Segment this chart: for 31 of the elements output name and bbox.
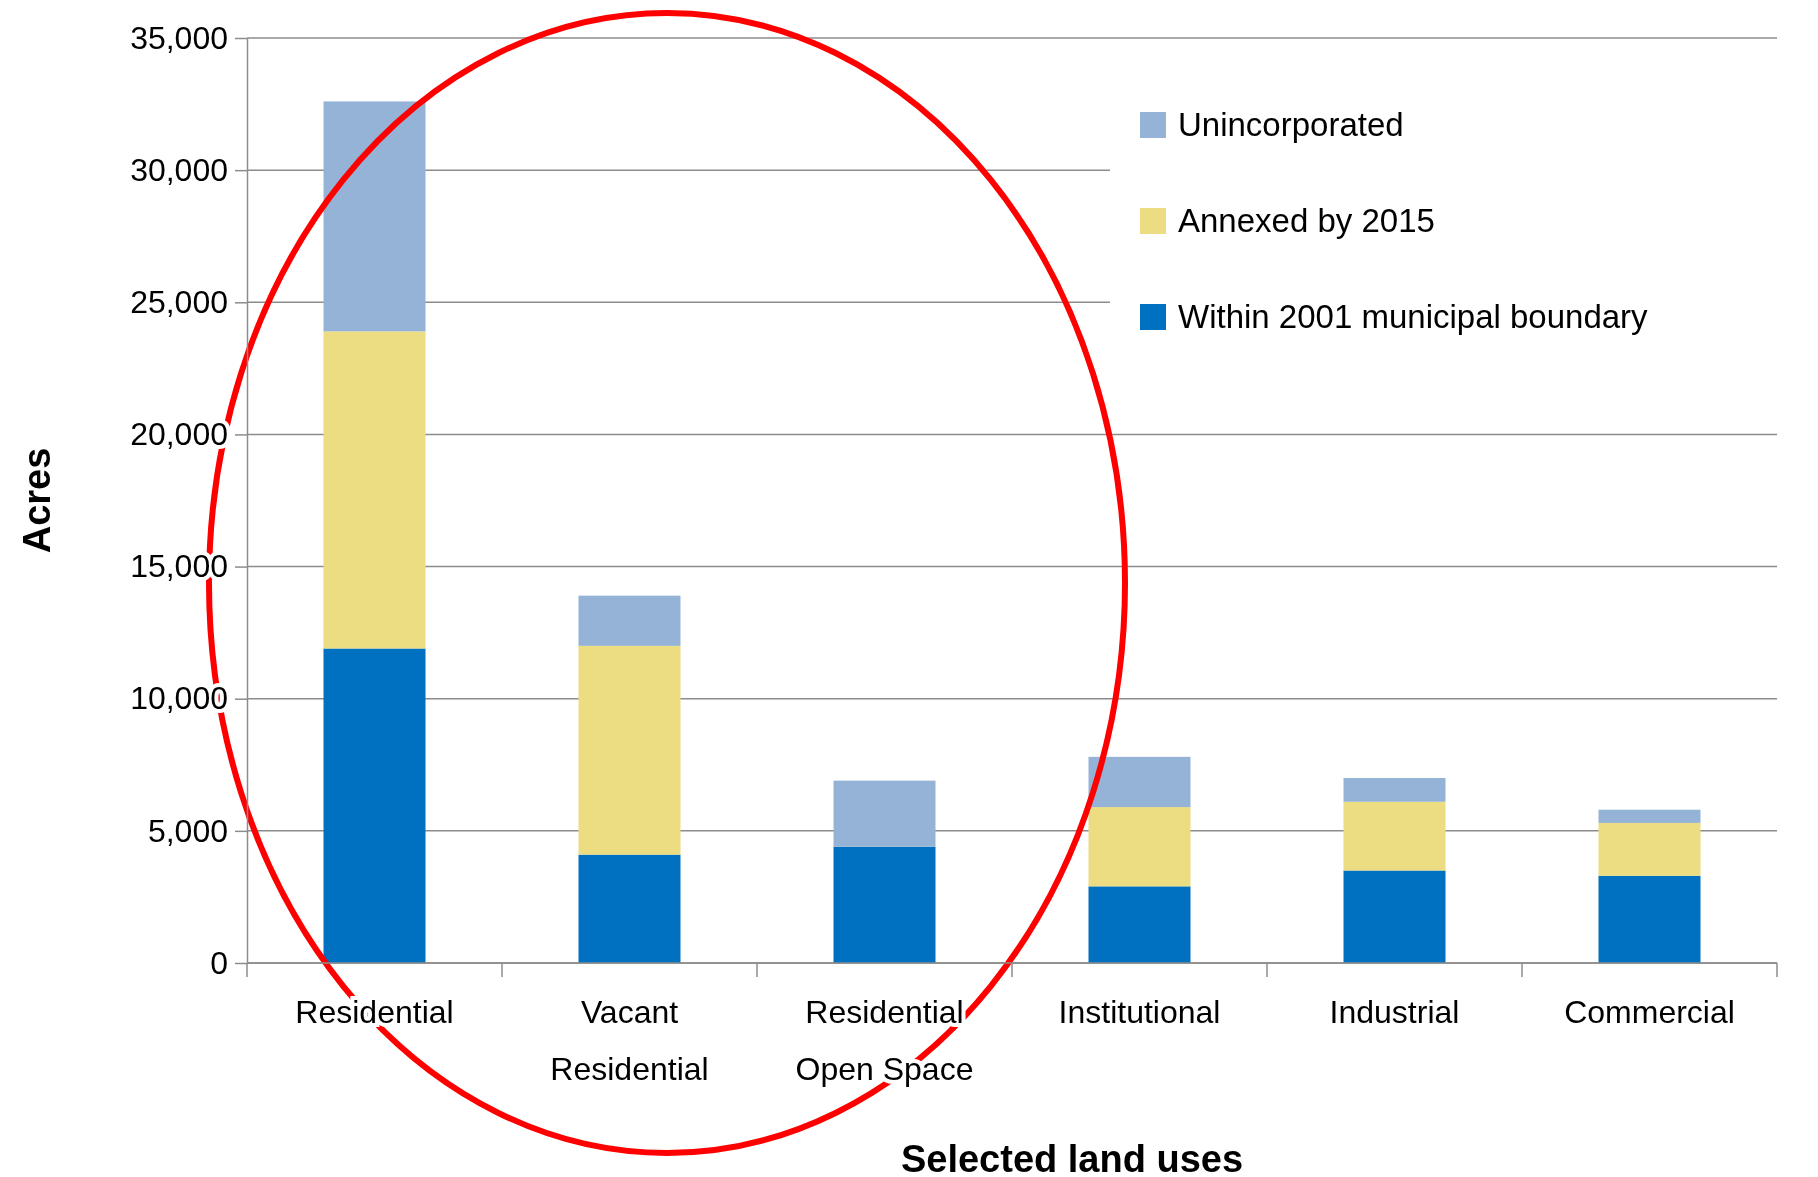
x-tick-label: Industrial — [1329, 994, 1460, 1030]
x-tick-label: Institutional — [1058, 994, 1221, 1030]
bar — [1088, 756, 1191, 808]
bar — [1343, 801, 1446, 871]
y-tick-label: 25,000 — [130, 284, 228, 321]
x-axis-title: Selected land uses — [900, 1138, 1244, 1177]
legend-label: Annexed by 2015 — [1178, 202, 1435, 239]
x-tick-label: Commercial — [1564, 994, 1735, 1030]
y-axis-title: Acres — [16, 447, 58, 554]
legend-label: Within 2001 municipal boundary — [1178, 298, 1649, 335]
y-tick-label: 30,000 — [130, 151, 228, 188]
bar — [1598, 809, 1701, 823]
bar — [833, 846, 936, 963]
bar — [1343, 778, 1446, 802]
bar — [1598, 822, 1701, 876]
legend-label: Unincorporated — [1178, 106, 1404, 143]
bar — [578, 645, 681, 855]
bar — [833, 780, 936, 847]
bar — [1088, 886, 1191, 963]
bar — [323, 101, 426, 332]
bar — [323, 331, 426, 649]
bar — [578, 854, 681, 963]
y-tick-label: 5,000 — [147, 812, 228, 849]
bar — [1598, 875, 1701, 963]
bar — [1088, 807, 1191, 887]
bar — [578, 595, 681, 646]
bar — [323, 648, 426, 963]
bar — [1343, 870, 1446, 963]
y-tick-label: 35,000 — [130, 19, 228, 56]
y-tick-label: 0 — [210, 944, 228, 981]
x-tick-label: Vacant Residential — [550, 994, 709, 1087]
